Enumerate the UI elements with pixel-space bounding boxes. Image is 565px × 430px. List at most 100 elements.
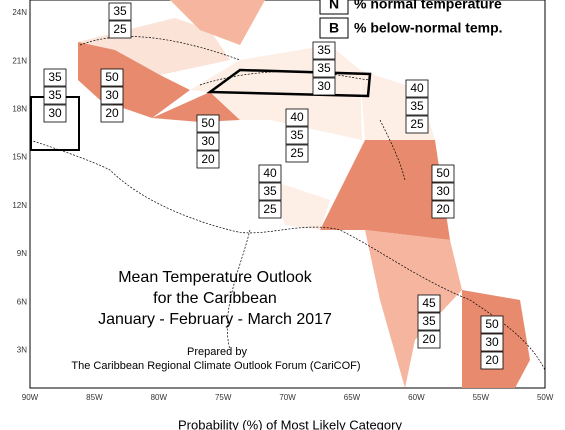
lat-label: 24N xyxy=(12,8,27,17)
box-cell xyxy=(405,79,429,98)
region-box: 50 30 20 xyxy=(480,315,504,370)
box-value: 35 xyxy=(410,99,424,113)
legend-text: % normal temperature xyxy=(354,0,502,12)
lon-label: 80W xyxy=(151,393,168,402)
lat-label: 12N xyxy=(12,201,27,210)
box-cell xyxy=(480,333,504,352)
map-title: Mean Temperature Outlook xyxy=(118,269,313,286)
lat-label: 6N xyxy=(17,297,27,306)
box-cell xyxy=(312,59,336,78)
box-cell xyxy=(417,294,441,313)
region-box: 50 30 20 xyxy=(431,164,455,219)
region-box: 40 35 25 xyxy=(285,108,309,163)
region-box: 40 35 25 xyxy=(405,79,429,134)
lon-label: 55W xyxy=(473,393,490,402)
box-cell xyxy=(43,68,67,87)
lon-label: 65W xyxy=(344,393,361,402)
box-cell xyxy=(100,68,124,87)
legend-key-box xyxy=(319,17,349,39)
box-value: 35 xyxy=(48,70,62,84)
box-value: 30 xyxy=(485,335,499,349)
box-cell xyxy=(196,150,220,169)
box-value: 35 xyxy=(290,128,304,142)
region-box: 35 35 30 xyxy=(312,41,336,96)
box-value: 25 xyxy=(113,22,127,36)
lon-label: 60W xyxy=(408,393,425,402)
box-value: 25 xyxy=(290,146,304,160)
box-cell xyxy=(431,200,455,219)
box-cell xyxy=(405,97,429,116)
box-cell xyxy=(431,164,455,183)
region-box: 50 30 20 xyxy=(196,114,220,169)
credit: The Caribbean Regional Climate Outlook F… xyxy=(71,360,360,372)
box-value: 20 xyxy=(422,332,436,346)
legend-key: B xyxy=(329,20,339,36)
lon-label: 50W xyxy=(537,393,554,402)
box-value: 20 xyxy=(485,353,499,367)
box-value: 35 xyxy=(113,4,127,18)
legend: N % normal temperature B % below-normal tem… xyxy=(319,0,503,39)
lon-label: 70W xyxy=(279,393,296,402)
box-cell xyxy=(100,86,124,105)
box-value: 20 xyxy=(105,106,119,120)
lat-label: 9N xyxy=(17,249,27,258)
box-cell xyxy=(196,114,220,133)
legend-text: % below-normal temp. xyxy=(354,20,503,36)
box-cell xyxy=(258,200,282,219)
box-value: 30 xyxy=(105,88,119,102)
lon-label: 75W xyxy=(215,393,232,402)
box-cell xyxy=(100,104,124,123)
box-cell xyxy=(285,126,309,145)
legend-key: N xyxy=(329,0,339,12)
box-value: 30 xyxy=(201,134,215,148)
lat-label: 21N xyxy=(12,56,27,65)
box-value: 35 xyxy=(422,314,436,328)
region-box: 50 30 20 xyxy=(100,68,124,123)
titles: Mean Temperature Outlook for the Caribbea… xyxy=(71,269,402,430)
box-cell xyxy=(285,144,309,163)
box-cell xyxy=(258,164,282,183)
box-value: 30 xyxy=(48,106,62,120)
box-cell xyxy=(480,351,504,370)
box-value: 30 xyxy=(317,79,331,93)
map-title: January - February - March 2017 xyxy=(98,311,332,328)
box-cell xyxy=(417,312,441,331)
box-value: 50 xyxy=(105,70,119,84)
lat-label: 3N xyxy=(17,346,27,355)
box-cell xyxy=(43,86,67,105)
box-value: 50 xyxy=(201,116,215,130)
box-cell xyxy=(405,115,429,134)
region-box: 40 35 25 xyxy=(258,164,282,219)
box-value: 50 xyxy=(436,166,450,180)
legend-key-box xyxy=(319,0,349,15)
lon-label: 90W xyxy=(22,393,39,402)
box-cell xyxy=(258,182,282,201)
box-value: 40 xyxy=(290,110,304,124)
box-value: 25 xyxy=(263,202,277,216)
box-value: 45 xyxy=(422,296,436,310)
caption: Probability (%) of Most Likely Category xyxy=(178,417,402,430)
box-value: 20 xyxy=(436,202,450,216)
box-value: 35 xyxy=(317,61,331,75)
box-cell xyxy=(480,315,504,334)
box-value: 25 xyxy=(410,117,424,131)
box-cell xyxy=(312,77,336,96)
box-cell xyxy=(108,20,132,39)
lat-label: 18N xyxy=(12,105,27,114)
box-value: 35 xyxy=(317,43,331,57)
box-value: 40 xyxy=(263,166,277,180)
box-value: 20 xyxy=(201,152,215,166)
map-title: for the Caribbean xyxy=(153,290,277,307)
probability-regions xyxy=(78,0,530,388)
box-value: 35 xyxy=(263,184,277,198)
credit: Prepared by xyxy=(187,346,247,358)
box-value: 50 xyxy=(485,317,499,331)
box-value: 40 xyxy=(410,81,424,95)
box-cell xyxy=(43,104,67,123)
box-value: 30 xyxy=(436,184,450,198)
box-cell xyxy=(312,41,336,60)
region-box: 45 35 20 xyxy=(417,294,441,349)
box-cell xyxy=(196,132,220,151)
